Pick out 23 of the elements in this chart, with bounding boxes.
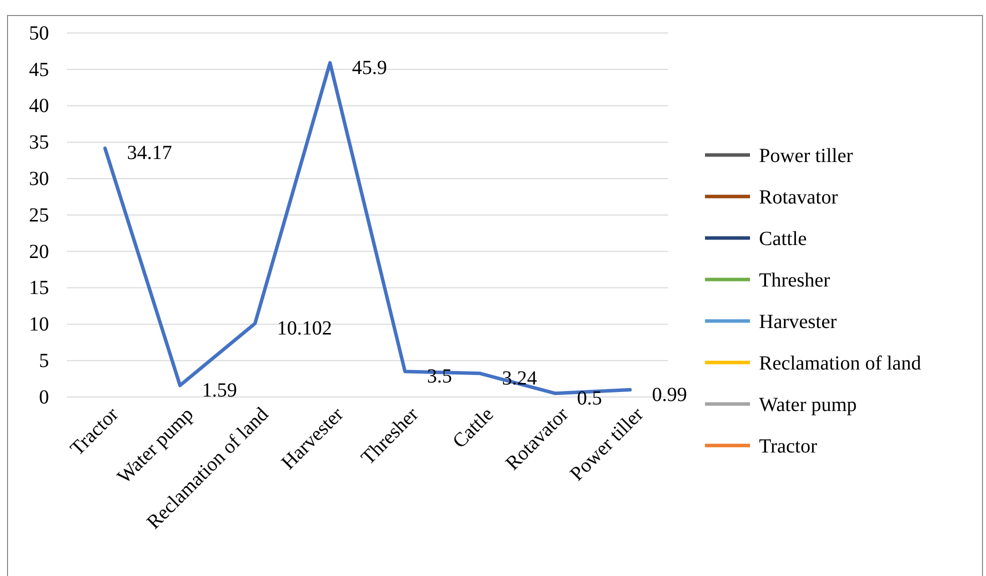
y-tick-label: 5 xyxy=(39,350,49,372)
data-label: 0.5 xyxy=(577,387,602,410)
legend-label: Rotavator xyxy=(759,186,838,208)
data-label: 1.59 xyxy=(202,379,237,402)
y-tick-label: 30 xyxy=(29,168,49,190)
legend-label: Reclamation of land xyxy=(759,352,922,374)
legend-label: Cattle xyxy=(759,228,807,250)
y-tick-label: 35 xyxy=(29,132,49,154)
data-label: 0.99 xyxy=(652,384,687,406)
data-label: 45.9 xyxy=(352,56,387,79)
legend-label: Thresher xyxy=(759,270,830,292)
legend-label: Harvester xyxy=(759,311,838,333)
y-tick-label: 45 xyxy=(29,58,49,81)
legend-label: Power tiller xyxy=(759,145,854,167)
y-tick-label: 0 xyxy=(39,386,49,408)
y-tick-label: 15 xyxy=(29,277,49,300)
data-label: 10.102 xyxy=(277,317,332,340)
y-tick-label: 20 xyxy=(29,240,49,263)
data-label: 34.17 xyxy=(127,142,172,164)
y-tick-label: 10 xyxy=(29,314,49,336)
y-tick-label: 50 xyxy=(29,22,49,44)
y-tick-label: 40 xyxy=(29,95,49,118)
y-tick-label: 25 xyxy=(29,204,49,226)
